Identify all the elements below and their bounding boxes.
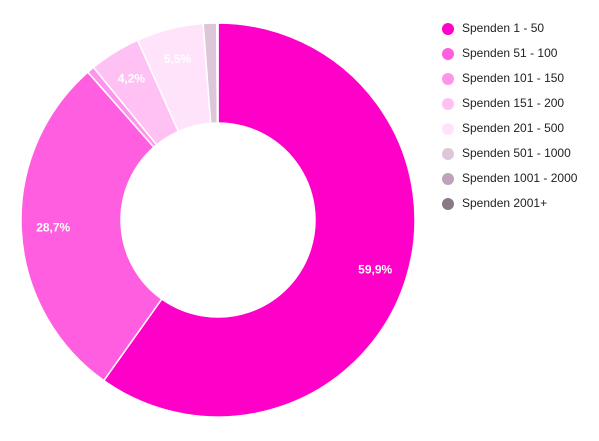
slice-spenden-51-100[interactable] <box>20 71 163 382</box>
legend-swatch <box>442 123 454 135</box>
legend-item-spenden-201-500[interactable]: Spenden 201 - 500 <box>442 121 564 135</box>
data-label-spenden-51-100: 28,7% <box>36 221 70 235</box>
slices-group <box>20 22 416 418</box>
legend-label: Spenden 51 - 100 <box>462 46 558 60</box>
legend-swatch <box>442 48 454 60</box>
legend: Spenden 1 - 50 Spenden 51 - 100 Spenden 10… <box>442 21 578 210</box>
legend-item-spenden-1-50[interactable]: Spenden 1 - 50 <box>442 21 544 35</box>
legend-label: Spenden 201 - 500 <box>462 121 564 135</box>
slice-spenden-2001[interactable] <box>216 22 219 124</box>
legend-label: Spenden 151 - 200 <box>462 96 564 110</box>
legend-label: Spenden 2001+ <box>462 196 547 210</box>
legend-swatch <box>442 148 454 160</box>
legend-item-spenden-2001[interactable]: Spenden 2001+ <box>442 196 547 210</box>
legend-label: Spenden 1001 - 2000 <box>462 171 578 185</box>
legend-swatch <box>442 173 454 185</box>
legend-label: Spenden 1 - 50 <box>462 21 544 35</box>
legend-swatch <box>442 98 454 110</box>
legend-item-spenden-1001-2000[interactable]: Spenden 1001 - 2000 <box>442 171 578 185</box>
legend-label: Spenden 101 - 150 <box>462 71 564 85</box>
legend-item-spenden-101-150[interactable]: Spenden 101 - 150 <box>442 71 564 85</box>
data-label-spenden-1-50: 59,9% <box>358 262 392 276</box>
legend-swatch <box>442 198 454 210</box>
data-label-spenden-201-500: 5,5% <box>164 52 192 66</box>
legend-item-spenden-501-1000[interactable]: Spenden 501 - 1000 <box>442 146 571 160</box>
slice-spenden-1-50[interactable] <box>102 22 416 418</box>
legend-item-spenden-151-200[interactable]: Spenden 151 - 200 <box>442 96 564 110</box>
legend-item-spenden-51-100[interactable]: Spenden 51 - 100 <box>442 46 558 60</box>
data-label-spenden-151-200: 4,2% <box>118 72 146 86</box>
legend-swatch <box>442 73 454 85</box>
data-labels-group: 59,9% 28,7% 4,2% 5,5% <box>36 52 392 276</box>
legend-label: Spenden 501 - 1000 <box>462 146 571 160</box>
legend-swatch <box>442 23 454 35</box>
